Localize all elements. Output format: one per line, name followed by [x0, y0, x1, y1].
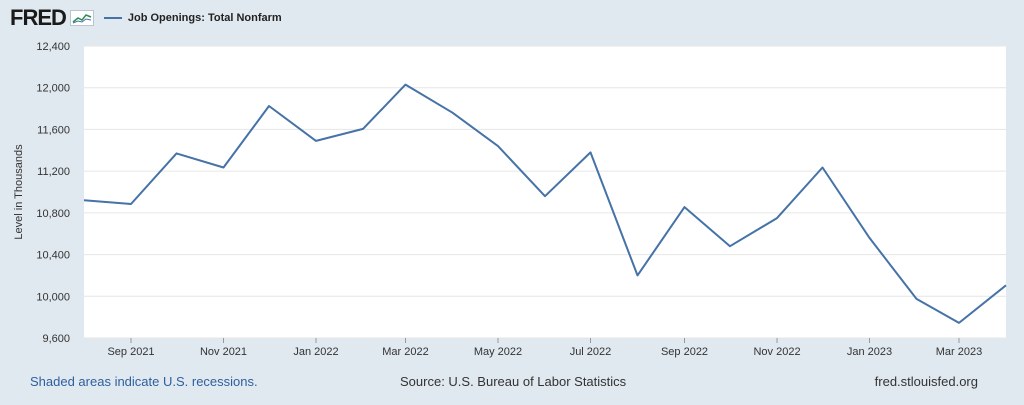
legend-swatch — [103, 17, 122, 19]
y-tick-label: 11,200 — [37, 166, 70, 178]
chart-header: FRED Job Openings: Total Nonfarm — [10, 5, 282, 31]
source-text: Source: U.S. Bureau of Labor Statistics — [400, 374, 627, 389]
y-tick-label: 12,400 — [36, 41, 70, 53]
y-axis-label: Level in Thousands — [13, 144, 25, 240]
x-tick-label: Mar 2023 — [936, 346, 982, 358]
y-tick-label: 10,000 — [36, 291, 70, 303]
x-tick-label: Nov 2022 — [753, 346, 800, 358]
line-chart: 9,600 10,000 10,400 10,800 11,200 11,600 12,00… — [13, 41, 1007, 358]
x-tick-label: Jan 2022 — [293, 346, 338, 358]
legend[interactable]: Job Openings: Total Nonfarm — [103, 12, 282, 24]
y-tick-label: 12,000 — [36, 83, 70, 95]
x-tick-label: Sep 2021 — [107, 346, 154, 358]
x-tick-label: Jul 2022 — [570, 346, 612, 358]
y-tick-label: 10,800 — [36, 208, 70, 220]
x-tick-label: Sep 2022 — [661, 346, 708, 358]
x-tick-label: Nov 2021 — [200, 346, 247, 358]
y-tick-label: 10,400 — [36, 250, 70, 262]
x-tick-label: Jan 2023 — [847, 346, 892, 358]
x-tick-label: May 2022 — [474, 346, 522, 358]
legend-label: Job Openings: Total Nonfarm — [127, 12, 282, 24]
x-tick-label: Mar 2022 — [382, 346, 428, 358]
site-link[interactable]: fred.stlouisfed.org — [874, 374, 978, 389]
line-graph-icon — [69, 10, 94, 26]
series-line — [83, 83, 1007, 324]
recession-note[interactable]: Shaded areas indicate U.S. recessions. — [30, 374, 258, 389]
plot-area — [84, 46, 1006, 338]
y-tick-label: 9,600 — [42, 333, 70, 345]
fred-logo[interactable]: FRED — [10, 5, 67, 30]
y-tick-label: 11,600 — [37, 124, 70, 136]
